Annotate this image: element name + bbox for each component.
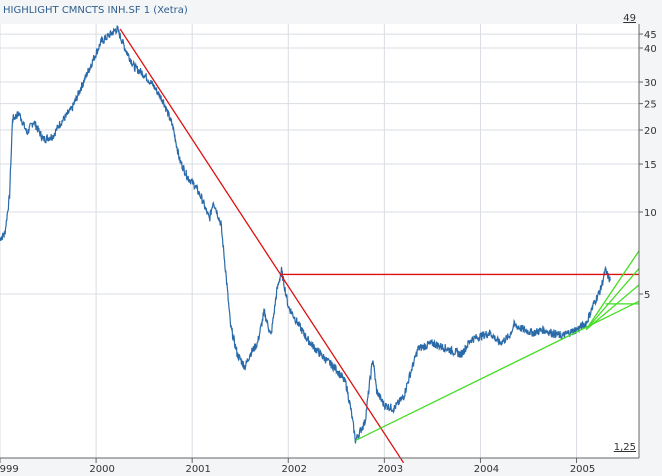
y-tick-label: 5 <box>644 290 650 301</box>
x-tick-label: 2002 <box>282 464 307 475</box>
y-tick-label: 20 <box>644 126 657 137</box>
x-tick-label: 2004 <box>474 464 499 475</box>
y-tick-label: 45 <box>644 30 657 41</box>
price-series <box>0 25 611 444</box>
axes: 1999 2000 2001 2002 2003 2004 2005 45 40 30 25 20 15… <box>0 13 657 475</box>
green-trendline <box>585 284 640 331</box>
x-tick-label: 2005 <box>570 464 595 475</box>
y-max-label: 49 <box>623 13 636 24</box>
y-tick-label: 15 <box>644 160 657 171</box>
y-tick-label: 30 <box>644 78 657 89</box>
green-trendline <box>585 250 640 330</box>
y-tick-label: 10 <box>644 208 657 219</box>
x-tick-label: 2000 <box>89 464 114 475</box>
trendlines <box>119 28 640 464</box>
x-tick-label: 1999 <box>0 464 19 475</box>
grid <box>0 24 639 458</box>
x-tick-label: 2003 <box>378 464 403 475</box>
plot-area <box>0 24 639 458</box>
price-line <box>0 25 611 444</box>
green-trendline <box>585 268 640 331</box>
y-tick-label: 25 <box>644 100 657 111</box>
red-trendline <box>119 28 405 464</box>
chart-title: HIGHLIGHT CMNCTS INH.SF 1 (Xetra) <box>3 5 188 16</box>
y-tick-label: 40 <box>644 44 657 55</box>
y-min-label: 1,25 <box>614 442 636 453</box>
x-tick-label: 2001 <box>185 464 210 475</box>
